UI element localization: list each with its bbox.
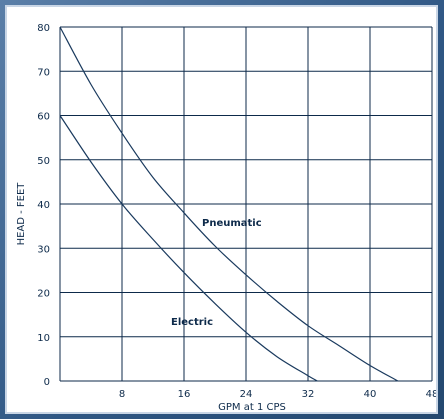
x-tick-label: 48 — [426, 389, 436, 400]
chart-svg: 0 10 20 30 40 50 60 70 80 8 16 24 32 40 48 Pneumatic E… — [16, 23, 436, 412]
x-axis-label: GPM at 1 CPS — [218, 402, 286, 412]
tick-labels: 0 10 20 30 40 50 60 70 80 8 16 24 32 40 48 — [37, 23, 436, 400]
annotation-pneumatic: Pneumatic — [202, 218, 262, 229]
curve-pneumatic — [59, 26, 399, 382]
x-tick-label: 16 — [178, 389, 191, 400]
x-tick-label: 40 — [364, 389, 377, 400]
curve-electric — [59, 115, 318, 382]
grid — [59, 26, 433, 382]
y-tick-label: 80 — [37, 23, 50, 34]
chart-frame: 0 10 20 30 40 50 60 70 80 8 16 24 32 40 48 Pneumatic E… — [5, 5, 438, 414]
y-tick-label: 50 — [37, 156, 50, 167]
y-tick-label: 30 — [37, 244, 50, 255]
x-tick-label: 32 — [302, 389, 315, 400]
y-tick-label: 60 — [37, 112, 50, 123]
y-tick-label: 40 — [37, 200, 50, 211]
curves — [59, 26, 399, 382]
annotation-electric: Electric — [171, 317, 213, 328]
y-tick-label: 20 — [37, 289, 50, 300]
x-tick-label: 24 — [240, 389, 253, 400]
y-tick-label: 0 — [44, 377, 50, 388]
y-tick-label: 70 — [37, 67, 50, 78]
y-axis-label: HEAD - FEET — [16, 182, 27, 246]
y-tick-label: 10 — [37, 333, 50, 344]
x-tick-label: 8 — [119, 389, 125, 400]
